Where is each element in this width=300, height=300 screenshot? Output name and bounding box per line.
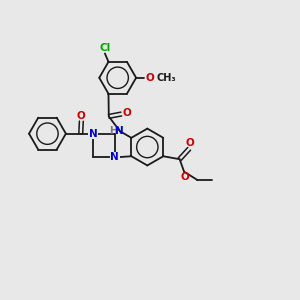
- Text: H: H: [110, 126, 118, 136]
- Text: N: N: [89, 129, 98, 139]
- Text: N: N: [115, 126, 124, 136]
- Text: Cl: Cl: [99, 43, 110, 53]
- Text: N: N: [110, 152, 119, 162]
- Text: O: O: [180, 172, 189, 182]
- Text: O: O: [77, 111, 86, 121]
- Text: O: O: [122, 108, 131, 118]
- Text: O: O: [146, 73, 155, 83]
- Text: CH₃: CH₃: [157, 73, 177, 83]
- Text: O: O: [186, 139, 195, 148]
